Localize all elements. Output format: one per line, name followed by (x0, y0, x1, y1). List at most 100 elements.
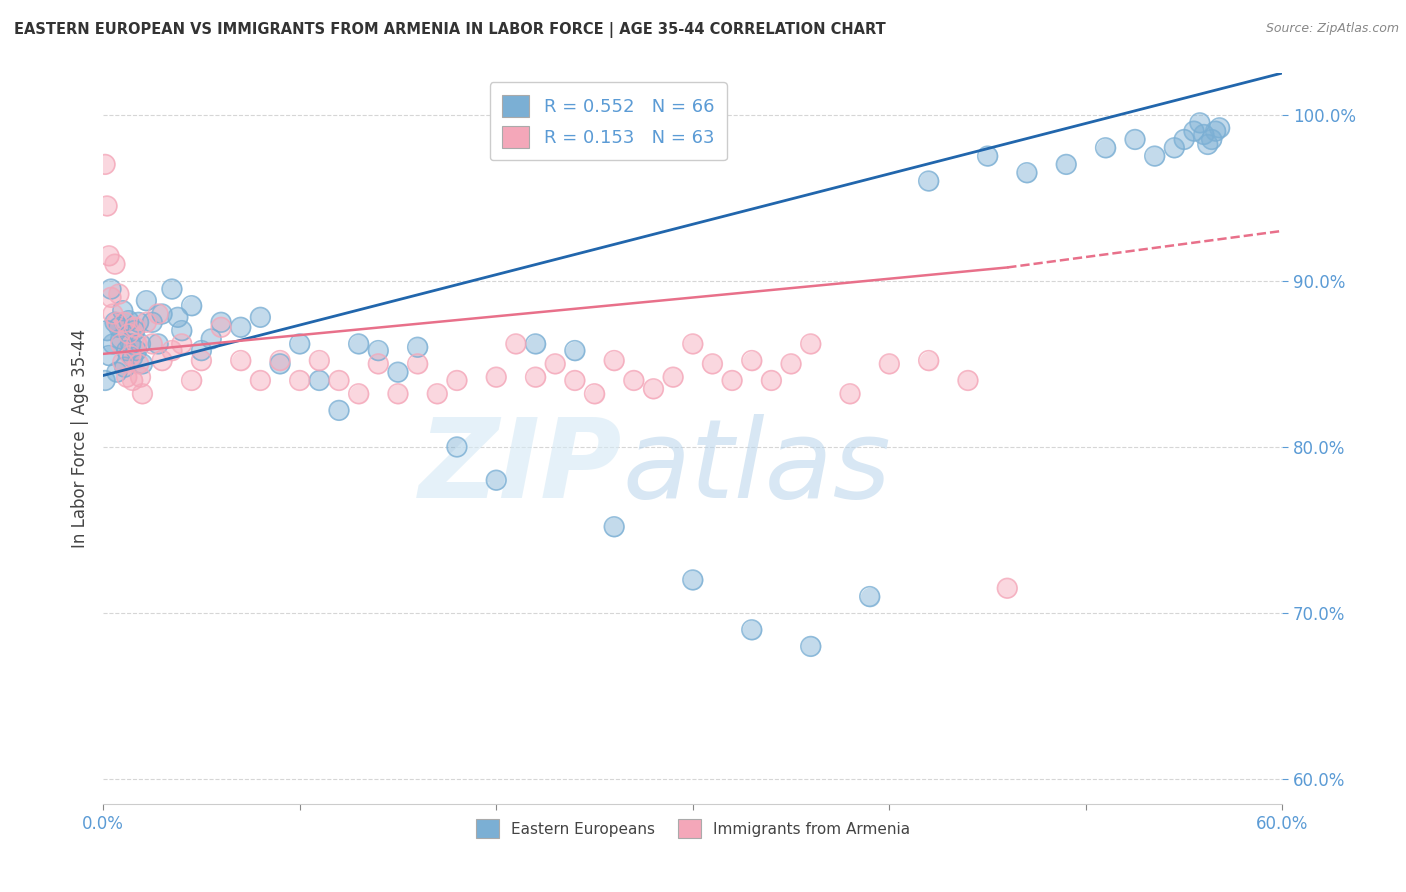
Point (1163, 141, 1185, 155)
Point (100, 282, 122, 296)
Point (917, 174, 939, 188)
Point (94, 374, 117, 388)
Point (170, 324, 193, 338)
Point (1188, 116, 1211, 130)
Point (101, 307, 124, 321)
Point (118, 326, 141, 341)
Point (121, 350, 143, 364)
Point (917, 353, 939, 368)
Point (129, 337, 152, 351)
Point (859, 590, 882, 604)
Point (166, 310, 188, 325)
Point (269, 357, 291, 371)
Point (1205, 124, 1227, 138)
Point (623, 374, 645, 388)
Point (1205, 124, 1227, 138)
Point (485, 370, 508, 384)
Point (114, 360, 136, 375)
Point (249, 310, 271, 325)
Point (190, 353, 212, 368)
Point (96, 324, 118, 338)
Point (1197, 137, 1219, 152)
Point (524, 370, 547, 384)
Point (288, 374, 311, 388)
Point (741, 623, 763, 637)
Point (721, 374, 744, 388)
Point (141, 337, 163, 351)
Point (1188, 116, 1211, 130)
Point (682, 573, 704, 587)
Point (124, 320, 146, 334)
Point (1173, 132, 1195, 146)
Point (1094, 141, 1116, 155)
Point (135, 315, 157, 329)
Point (1054, 157, 1077, 171)
Point (1123, 132, 1146, 146)
Point (128, 357, 150, 371)
Point (209, 315, 232, 329)
Point (976, 149, 998, 163)
Point (721, 374, 744, 388)
Point (180, 299, 202, 313)
Point (347, 386, 370, 401)
Point (131, 386, 153, 401)
Point (101, 307, 124, 321)
Point (120, 337, 142, 351)
Point (108, 287, 131, 301)
Point (105, 315, 128, 329)
Point (131, 386, 153, 401)
Point (170, 337, 193, 351)
Point (328, 403, 350, 417)
Point (603, 520, 626, 534)
Point (135, 293, 157, 308)
Point (269, 357, 291, 371)
Point (1015, 166, 1038, 180)
Point (800, 640, 823, 654)
Point (406, 340, 429, 354)
Point (160, 282, 183, 296)
Point (387, 365, 409, 379)
Point (180, 374, 202, 388)
Point (190, 353, 212, 368)
Point (426, 386, 449, 401)
Point (956, 374, 979, 388)
Point (146, 307, 169, 321)
Text: ZIP: ZIP (419, 415, 621, 522)
Point (105, 365, 128, 379)
Point (135, 315, 157, 329)
Point (288, 374, 311, 388)
Point (170, 337, 193, 351)
Point (118, 313, 141, 327)
Point (108, 320, 131, 334)
Text: EASTERN EUROPEAN VS IMMIGRANTS FROM ARMENIA IN LABOR FORCE | AGE 35-44 CORRELATI: EASTERN EUROPEAN VS IMMIGRANTS FROM ARME… (14, 22, 886, 38)
Point (128, 315, 150, 329)
Point (160, 343, 183, 358)
Point (328, 374, 350, 388)
Point (328, 403, 350, 417)
Point (1054, 157, 1077, 171)
Point (229, 353, 252, 368)
Point (190, 343, 212, 358)
Point (98, 249, 121, 263)
Point (583, 386, 606, 401)
Legend: Eastern Europeans, Immigrants from Armenia: Eastern Europeans, Immigrants from Armen… (470, 814, 917, 844)
Point (426, 386, 449, 401)
Point (839, 386, 862, 401)
Point (108, 287, 131, 301)
Point (328, 374, 350, 388)
Point (96, 199, 118, 213)
Point (100, 290, 122, 304)
Point (94, 157, 117, 171)
Point (120, 349, 142, 363)
Point (111, 303, 134, 318)
Point (209, 315, 232, 329)
Point (800, 337, 823, 351)
Point (166, 310, 188, 325)
Point (544, 357, 567, 371)
Point (741, 353, 763, 368)
Point (505, 337, 527, 351)
Point (120, 337, 142, 351)
Point (603, 520, 626, 534)
Point (124, 320, 146, 334)
Point (124, 324, 146, 338)
